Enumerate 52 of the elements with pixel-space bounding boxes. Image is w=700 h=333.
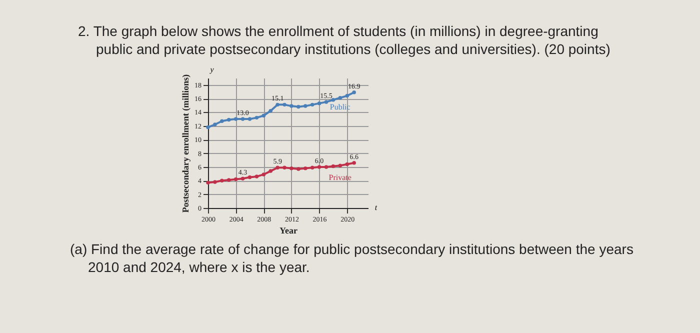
point [310,166,314,170]
point [304,166,308,170]
point [331,98,336,102]
point [282,166,286,170]
point [324,165,328,169]
point [213,180,217,184]
point [290,166,294,170]
point [248,117,252,121]
point [213,122,217,126]
point [345,94,349,98]
point [276,166,280,170]
point [268,169,272,173]
point [345,162,349,166]
point [254,116,259,120]
point [268,108,272,113]
point [352,90,356,94]
y-axis-title: Postsecondary enrollment (millions) [180,74,190,213]
series-label: Private [328,172,352,182]
point [220,119,224,123]
text: y [209,65,214,74]
point [254,174,259,178]
chart-title: 2. The graph below shows the enrollment of students (in millions) in degree-granting public and private postsecondary institutions (colleges and universities). (20 points) [78,22,612,58]
point [324,100,328,104]
point [304,104,308,108]
point [206,180,210,185]
point [310,102,314,107]
point [227,118,231,122]
point [220,178,224,182]
point [227,178,231,182]
point [282,102,286,107]
series-label: Public [330,102,351,112]
text: t [374,203,378,212]
point [234,117,238,121]
point [331,164,336,168]
point [290,104,294,108]
point [338,96,342,100]
point [262,114,266,118]
point [240,176,245,180]
point [206,125,210,130]
point [234,177,238,182]
point [240,117,245,121]
x-axis-title: Year [280,226,298,236]
point [296,167,300,171]
point [296,104,300,109]
point [317,165,322,169]
point [317,101,322,106]
point [352,160,356,165]
point [262,172,266,176]
text: (a) Find the average rate of change for public postsecondary institutions between the years 2010 and 2024, where x is the year. [70,240,634,276]
point [276,102,280,107]
point [248,175,252,180]
point [338,164,342,168]
